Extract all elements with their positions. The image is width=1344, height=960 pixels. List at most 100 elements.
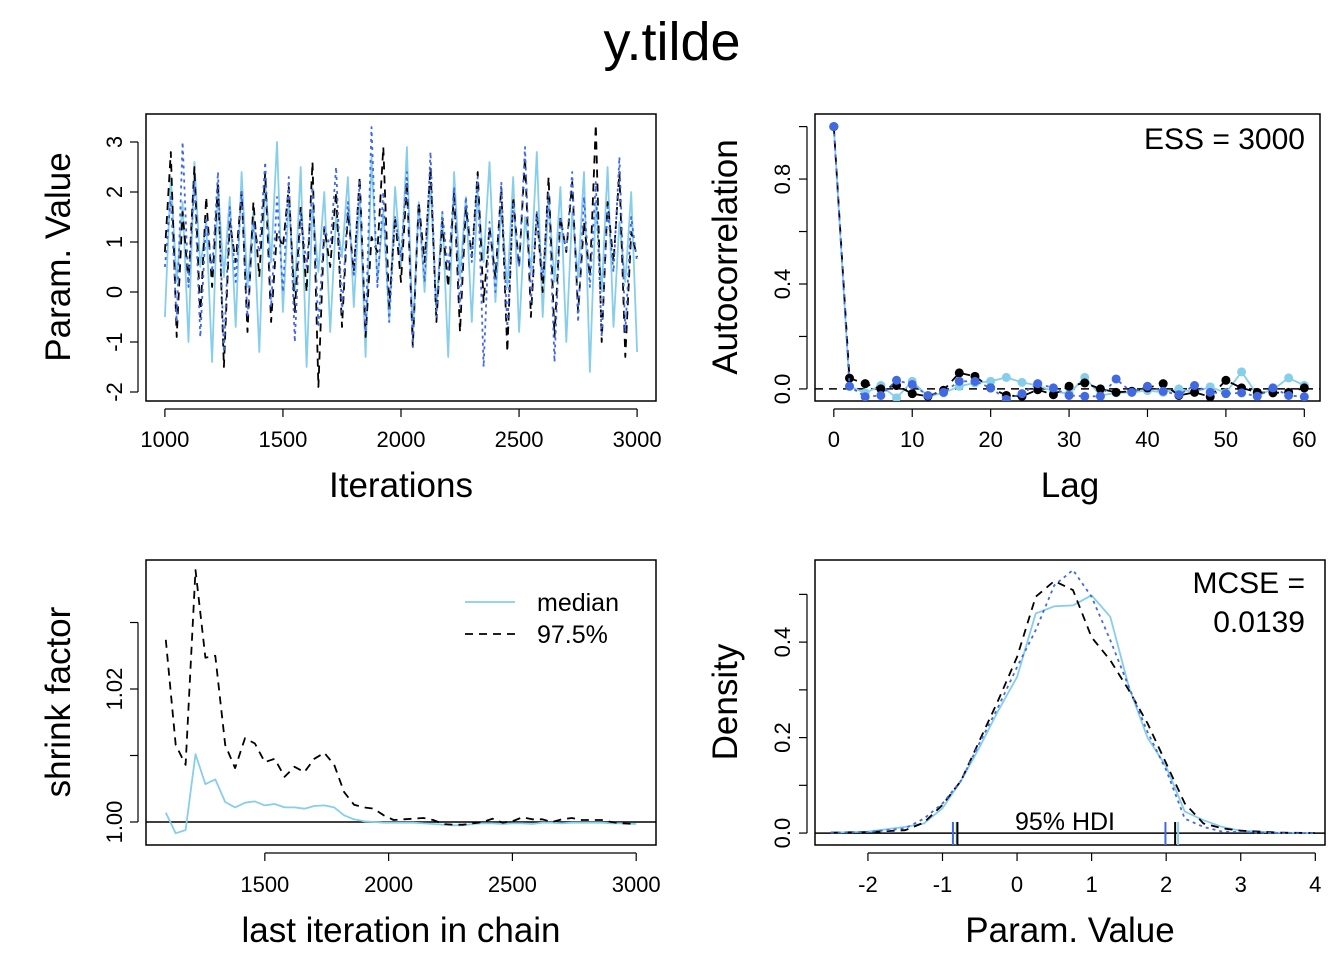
mcse-value: 0.0139	[1213, 606, 1305, 639]
y-tick-label: 0.4	[770, 269, 795, 300]
y-tick-label: 1.02	[102, 668, 127, 711]
x-axis-label: Lag	[1041, 466, 1099, 505]
x-tick-label: 1000	[140, 427, 189, 452]
acf-point	[1221, 375, 1231, 385]
x-tick-label: 1	[1085, 872, 1097, 897]
x-axis: 1500 2000 2500 3000	[240, 852, 661, 897]
acf-point	[1299, 383, 1309, 393]
acf-line-chain-1	[832, 126, 1305, 399]
acf-point	[860, 379, 870, 389]
hdi-label: 95% HDI	[1015, 808, 1115, 836]
y-tick-label: 3	[102, 136, 127, 148]
acf-point	[1190, 387, 1200, 397]
x-tick-label: 3000	[612, 872, 661, 897]
trace-line-chain-2	[164, 123, 638, 388]
acf-line-chain-3	[832, 126, 1305, 401]
acf-point	[860, 392, 870, 401]
density-line-chain-1	[830, 594, 1316, 834]
y-axis-label: Param. Value	[39, 152, 78, 361]
panel-shrink-factor: 1500 2000 2500 3000 1.00 1.02 last iteration i…	[39, 559, 661, 950]
y-axis-label: Autocorrelation	[706, 139, 745, 374]
acf-point	[1284, 390, 1294, 400]
x-tick-label: 0	[828, 427, 840, 452]
shrink-line-median	[164, 753, 637, 835]
acf-point	[1221, 389, 1231, 399]
x-tick-label: 1500	[258, 427, 307, 452]
y-tick-label: 0.4	[770, 627, 795, 658]
plot-area	[146, 569, 656, 835]
acf-point	[1048, 383, 1058, 393]
acf-point	[892, 375, 902, 385]
x-tick-label: 4	[1309, 872, 1321, 897]
y-axis-label: shrink factor	[39, 606, 78, 797]
legend-label: 97.5%	[537, 621, 608, 649]
acf-point	[954, 376, 964, 386]
acf-point	[970, 376, 980, 386]
acf-point	[1205, 387, 1215, 397]
panel-density: -2 -1 0 1 2 3 4 0.0 0.2 0.4 Param. Value Density 95%…	[706, 559, 1326, 950]
acf-point	[923, 390, 933, 400]
acf-point	[1001, 394, 1011, 401]
legend: median 97.5%	[465, 589, 619, 649]
acf-point	[1001, 372, 1011, 382]
acf-point	[1080, 378, 1090, 388]
x-axis: 1000 1500 2000 2500 3000	[140, 408, 662, 452]
x-axis-label: last iteration in chain	[241, 911, 560, 950]
panel-autocorrelation: 0 10 20 30 40 50 60 0.0 0.4 0.8 Lag Autocorrelation…	[706, 113, 1321, 505]
acf-point	[1284, 373, 1294, 383]
x-tick-label: 30	[1057, 427, 1081, 452]
acf-point	[1174, 390, 1184, 400]
acf-point	[1064, 381, 1074, 391]
plot-area	[815, 569, 1325, 845]
acf-point	[829, 122, 839, 132]
legend-label: median	[537, 589, 619, 617]
density-line-chain-2	[830, 580, 1316, 834]
y-axis: 0.0 0.2 0.4	[770, 593, 808, 849]
acf-point	[1237, 367, 1247, 377]
plot-frame	[814, 113, 1321, 402]
acf-point	[1095, 391, 1105, 401]
acf-point	[876, 384, 886, 394]
x-tick-label: 3	[1235, 872, 1247, 897]
x-axis: 0 10 20 30 40 50 60	[828, 408, 1317, 452]
plot-frame	[814, 559, 1326, 846]
x-tick-label: 2500	[488, 872, 537, 897]
y-tick-label: 0.0	[770, 374, 795, 405]
y-tick-label: 0	[102, 286, 127, 298]
acf-point	[1299, 392, 1309, 401]
x-axis: -2 -1 0 1 2 3 4	[858, 852, 1321, 897]
figure-title: y.tilde	[603, 12, 740, 72]
y-tick-label: 0.0	[770, 818, 795, 849]
x-tick-label: 60	[1292, 427, 1316, 452]
acf-point	[1017, 389, 1027, 399]
acf-point	[1095, 384, 1105, 394]
y-axis-label: Density	[706, 643, 745, 760]
y-tick-label: 0.2	[770, 722, 795, 753]
x-tick-label: 2000	[364, 872, 413, 897]
acf-point	[1080, 391, 1090, 401]
mcse-label: MCSE =	[1192, 567, 1305, 600]
acf-line-chain-2	[832, 126, 1305, 398]
acf-point	[892, 393, 902, 401]
acf-point	[939, 387, 949, 397]
x-tick-label: 50	[1214, 427, 1238, 452]
x-tick-label: 0	[1011, 872, 1023, 897]
trace-line-chain-1	[164, 141, 638, 373]
plot-area	[164, 123, 638, 388]
acf-point	[845, 381, 855, 391]
acf-point	[1158, 386, 1168, 396]
acf-point	[907, 389, 917, 399]
x-tick-label: 40	[1135, 427, 1159, 452]
x-tick-label: 2500	[495, 427, 544, 452]
acf-point	[1190, 381, 1200, 391]
y-tick-label: 2	[102, 186, 127, 198]
x-tick-label: 1500	[240, 872, 289, 897]
acf-point	[1158, 379, 1168, 389]
panel-trace: 1000 1500 2000 2500 3000 -2 -1 0 1 2 3 Iterations Pa…	[39, 113, 662, 505]
y-axis: -2 -1 0 1 2 3	[102, 136, 139, 402]
x-axis-label: Param. Value	[965, 911, 1174, 950]
acf-point	[1237, 388, 1247, 398]
acf-point	[1048, 390, 1058, 400]
acf-point	[986, 376, 996, 386]
acf-point	[1111, 374, 1121, 384]
